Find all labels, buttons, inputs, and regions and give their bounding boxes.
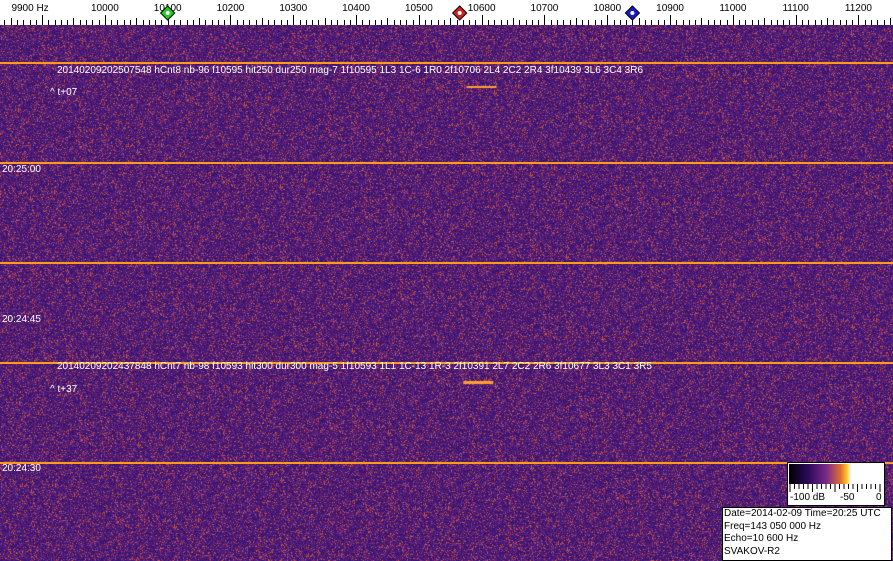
colorbar-ticks: [789, 484, 881, 492]
colorbar: -100 dB -50 0: [787, 462, 885, 506]
time-label: 20:24:30: [2, 463, 41, 474]
axis-tick-label: 10500: [405, 3, 433, 14]
info-echo: Echo=10 600 Hz: [724, 533, 799, 544]
info-freq: Freq=143 050 000 Hz: [724, 520, 822, 532]
time-label: 20:25:00: [2, 164, 41, 175]
axis-tick-label: 11000: [719, 3, 747, 14]
grid-line: [0, 262, 893, 264]
info-box: Date=2014-02-09 Time=20:25 UTC Freq=143 …: [722, 507, 892, 561]
axis-tick-label: 11100: [782, 3, 809, 14]
axis-tick-label: 11200: [845, 3, 873, 14]
colorbar-label: -100 dB: [790, 492, 826, 503]
grid-line: [0, 362, 893, 364]
grid-line: [0, 462, 893, 464]
axis-tick-label: 10900: [656, 3, 684, 14]
info-station: SVAKOV-R2: [724, 545, 780, 557]
spectrogram-noise: [0, 25, 893, 561]
axis-tick-label: 9900 Hz: [11, 3, 48, 14]
grid-line: [0, 62, 893, 64]
detection-offset: ^ t+37: [50, 384, 78, 395]
detection-offset: ^ t+07: [50, 87, 78, 98]
frequency-axis-ticks: 9900 Hz100001010010200103001040010500106…: [4, 3, 891, 25]
axis-tick-label: 10200: [217, 3, 245, 14]
axis-tick-label: 10700: [531, 3, 559, 14]
info-date: Date=2014-02-09 Time=20:25 UTC: [724, 508, 881, 519]
detection-text: 20140209202437848 hCnt7 nb-98 f10593 hit…: [57, 361, 652, 372]
marker-center: [165, 11, 170, 15]
axis-tick-label: 10400: [342, 3, 370, 14]
colorbar-gradient: [789, 464, 883, 484]
marker-center: [457, 11, 462, 15]
axis-tick-label: 10000: [91, 3, 119, 14]
colorbar-label: -50: [840, 492, 855, 503]
colorbar-label: 0: [876, 492, 882, 503]
marker-center: [630, 11, 635, 15]
spectrogram: 20140209202507548 hCnt8 nb-96 f10595 hit…: [0, 25, 893, 561]
axis-tick-label: 10800: [593, 3, 621, 14]
axis-tick-label: 10300: [279, 3, 307, 14]
grid-line: [0, 162, 893, 164]
frequency-axis: 9900 Hz100001010010200103001040010500106…: [0, 0, 893, 25]
detection-text: 20140209202507548 hCnt8 nb-96 f10595 hit…: [57, 65, 644, 76]
time-label: 20:24:45: [2, 314, 41, 325]
axis-tick-label: 10600: [468, 3, 496, 14]
